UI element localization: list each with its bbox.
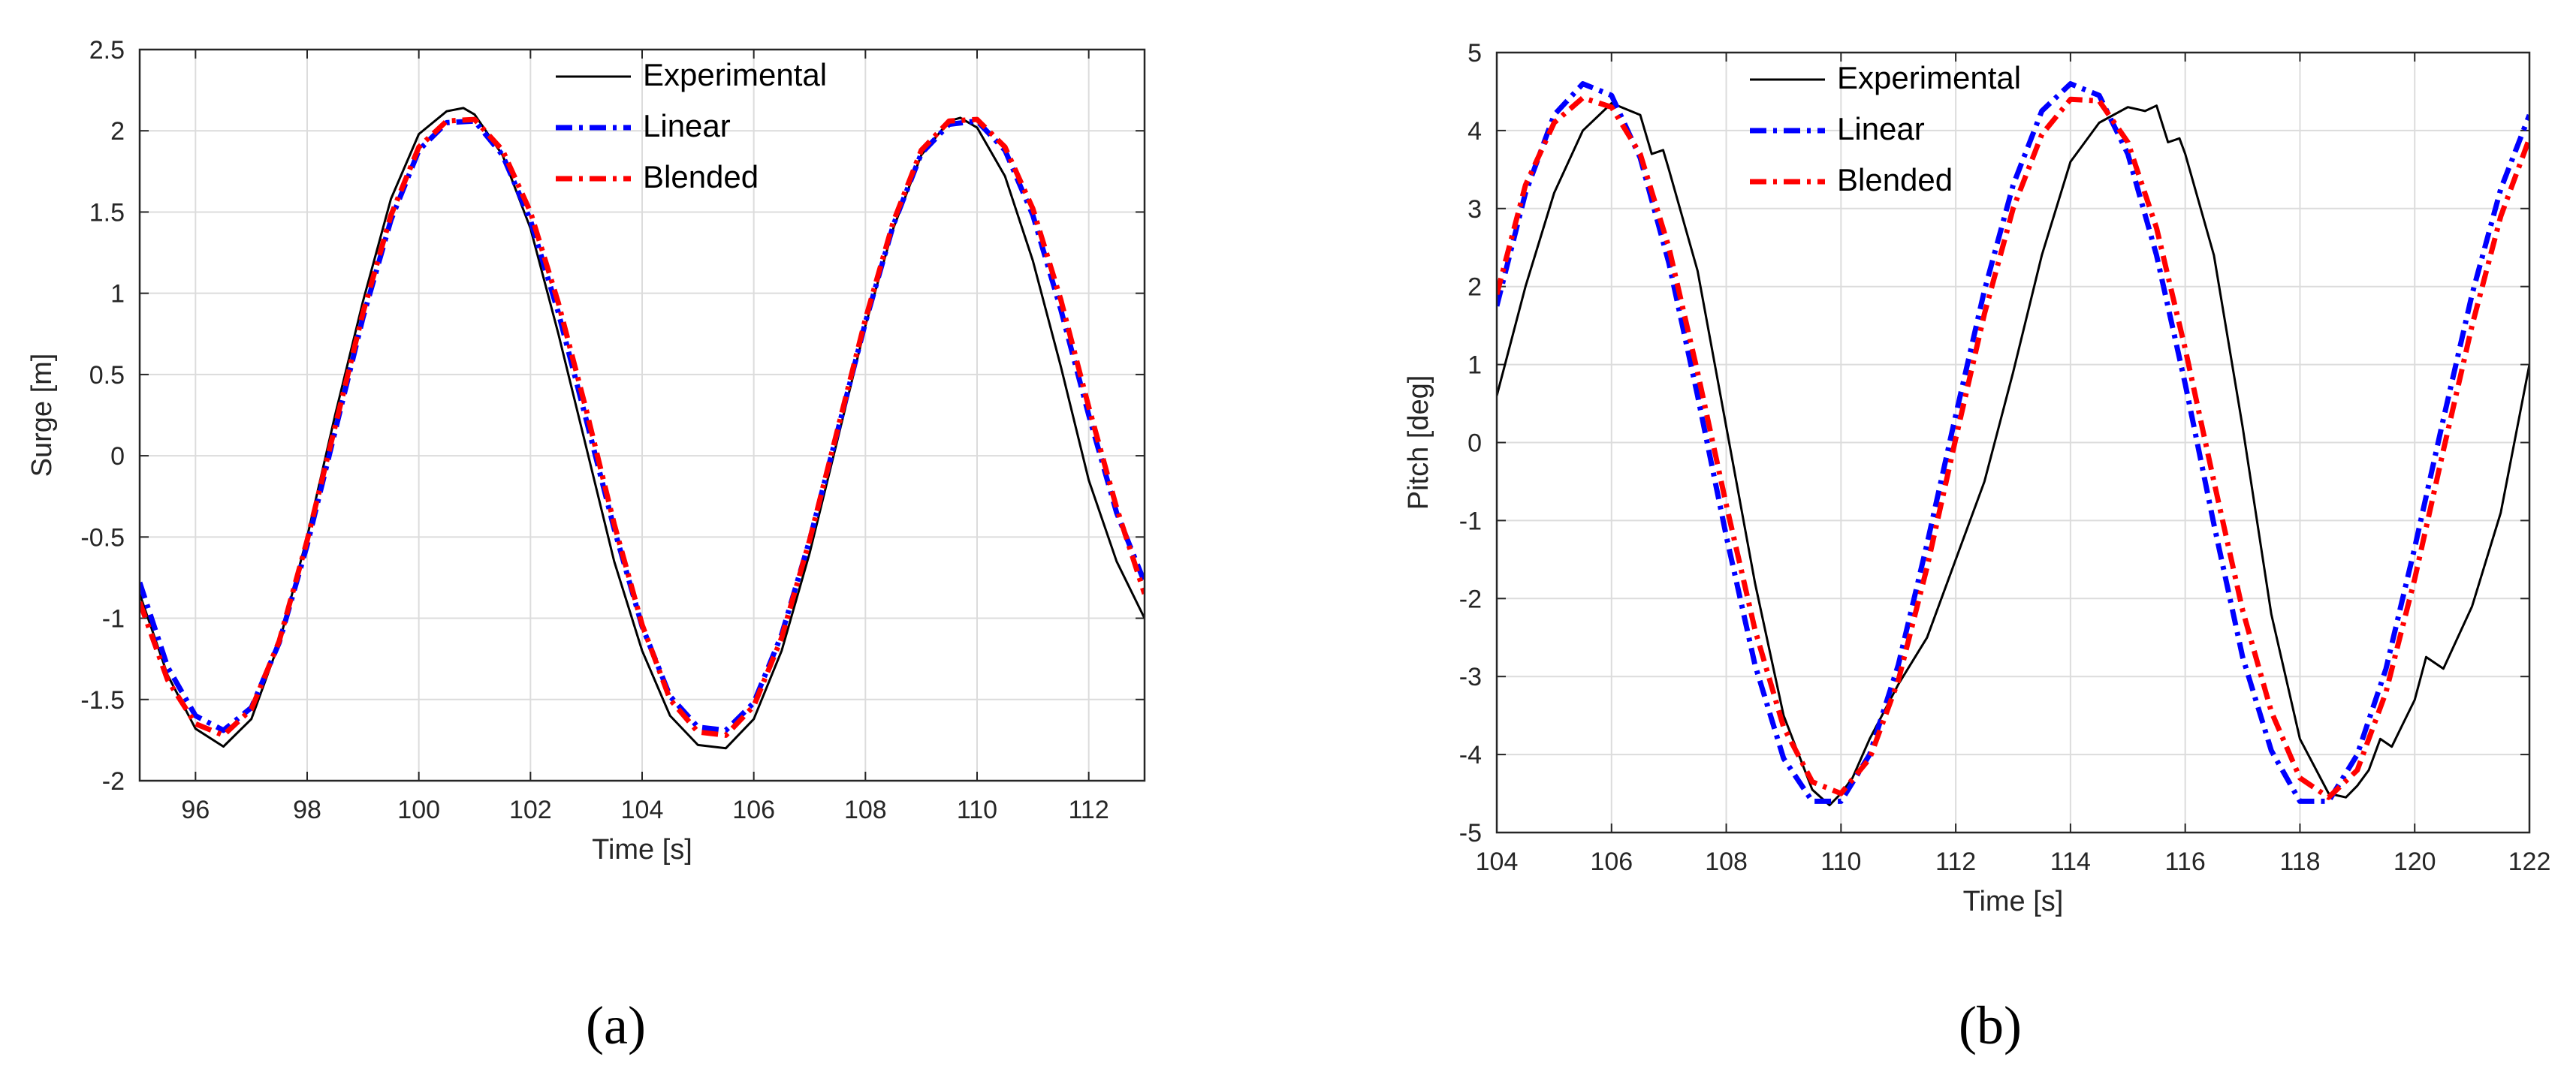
chart-b-xtick-label-1: 106 <box>1590 848 1633 876</box>
chart-a-ytick-label-0: -2 <box>102 767 125 796</box>
chart-a-xtick-label-4: 104 <box>621 796 664 824</box>
chart-b-ytick-label-3: -2 <box>1459 585 1482 613</box>
chart-a-legend-label-blended: Blended <box>643 159 759 194</box>
chart-a-ylabel: Surge [m] <box>26 354 58 477</box>
chart-b-series-blended-line <box>1497 95 2529 800</box>
chart-a-ytick-label-1: -1.5 <box>80 686 125 715</box>
chart-b-ytick-label-2: -3 <box>1459 663 1482 691</box>
chart-a-ytick-label-5: 0.5 <box>89 361 125 390</box>
chart-a-xtick-label-0: 96 <box>181 796 210 824</box>
chart-a-panel-label: (a) <box>586 995 646 1055</box>
chart-b-legend: Experimental Linear Blended <box>1750 60 2021 197</box>
chart-b-ytick-label-6: 1 <box>1467 351 1482 380</box>
chart-a-ytick-label-2: -1 <box>102 605 125 634</box>
chart-a-xtick-label-3: 102 <box>509 796 552 824</box>
chart-a-ytick-label-8: 2 <box>110 117 125 146</box>
chart-b-legend-label-linear: Linear <box>1837 111 1925 146</box>
chart-b-xtick-label-6: 116 <box>2165 848 2206 876</box>
chart-b-xtick-label-9: 122 <box>2508 848 2551 876</box>
chart-a-legend: Experimental Linear Blended <box>556 57 827 194</box>
chart-a-xtick-label-7: 110 <box>957 796 997 824</box>
chart-a-axes-box <box>138 48 1146 782</box>
chart-a-xtick-label-2: 100 <box>397 796 440 824</box>
chart-a-xtick-label-1: 98 <box>293 796 321 824</box>
chart-b-ylabel: Pitch [deg] <box>1403 375 1434 510</box>
chart-a-legend-label-linear: Linear <box>643 108 731 143</box>
chart-a-xtick-label-8: 112 <box>1069 796 1109 824</box>
chart-b-panel-label: (b) <box>1959 995 2022 1055</box>
chart-b-xtick-label-5: 114 <box>2050 848 2091 876</box>
chart-b-ytick-label-9: 4 <box>1467 117 1482 146</box>
chart-b-series-linear-line <box>1497 81 2529 804</box>
chart-b: 104 106 108 110 112 114 116 118 120 122-5-4-3-2-1… <box>1403 39 2550 917</box>
chart-a-ytick-label-7: 1.5 <box>89 198 125 227</box>
chart-b-ytick-label-1: -4 <box>1459 741 1482 769</box>
chart-a-series-blended-line <box>140 116 1145 738</box>
chart-b-series-experimental-line <box>1497 102 2529 807</box>
chart-b-xtick-label-0: 104 <box>1476 848 1519 876</box>
chart-b-ytick-label-0: -5 <box>1459 819 1482 848</box>
chart-a-ytick-label-6: 1 <box>110 280 125 309</box>
chart-a-ytick-label-3: -0.5 <box>80 523 125 552</box>
chart-a-legend-label-experimental: Experimental <box>643 57 827 92</box>
chart-b-legend-label-blended: Blended <box>1837 162 1953 197</box>
chart-b-xtick-label-4: 112 <box>1935 848 1976 876</box>
chart-b-ytick-label-7: 2 <box>1467 273 1482 302</box>
chart-b-xtick-label-2: 108 <box>1705 848 1748 876</box>
chart-b-axes-box <box>1495 51 2531 834</box>
chart-b-ytick-label-8: 3 <box>1467 195 1482 224</box>
chart-b-xtick-label-7: 118 <box>2279 848 2320 876</box>
chart-b-xlabel: Time [s] <box>1963 886 2064 917</box>
chart-a-xlabel: Time [s] <box>592 834 692 866</box>
chart-b-xtick-label-8: 120 <box>2394 848 2436 876</box>
chart-b-xtick-label-3: 110 <box>1820 848 1861 876</box>
chart-a-xtick-label-6: 108 <box>844 796 887 824</box>
chart-a-ytick-label-9: 2.5 <box>89 36 125 65</box>
chart-b-ytick-label-10: 5 <box>1467 39 1482 68</box>
chart-a: 96 98 100 102 104 106 108 110 112 -2 -1.5 -1 -0.5 0 0.… <box>26 36 1146 866</box>
chart-a-xtick-label-5: 106 <box>732 796 775 824</box>
chart-b-ytick-label-4: -1 <box>1459 507 1482 535</box>
chart-a-ytick-label-4: 0 <box>110 442 125 471</box>
chart-b-ytick-label-5: 0 <box>1467 429 1482 458</box>
chart-b-legend-label-experimental: Experimental <box>1837 60 2021 95</box>
